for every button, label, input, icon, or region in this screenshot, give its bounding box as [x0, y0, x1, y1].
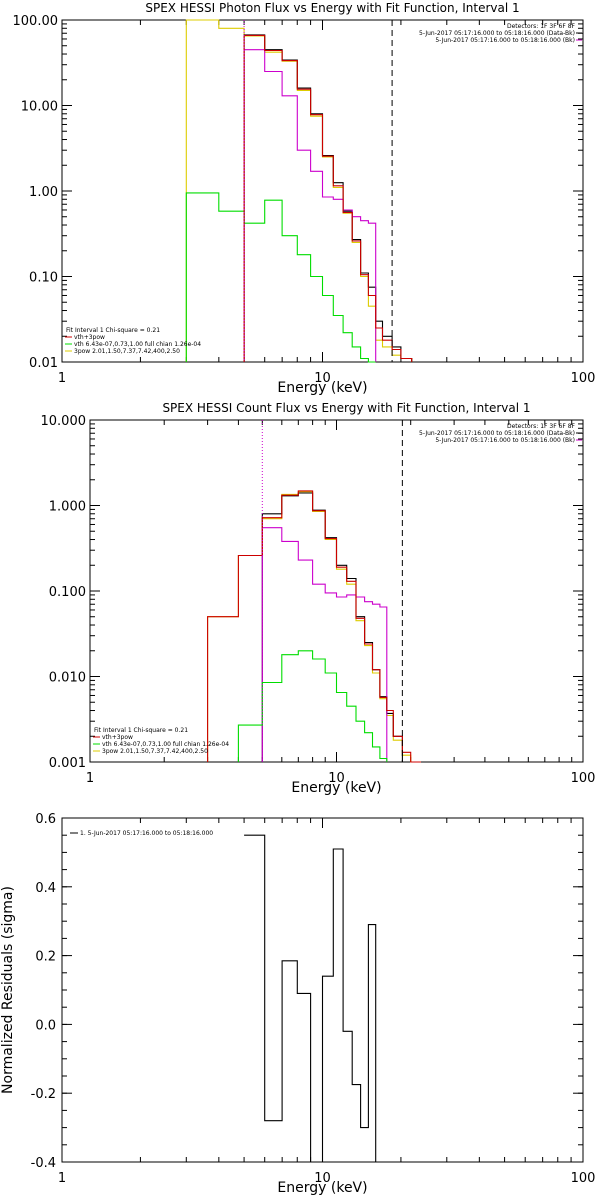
- x-axis-label: Energy (keV): [277, 380, 367, 396]
- y-tick-label: 0.0: [35, 1018, 56, 1033]
- legend-entry: vth 6.43e-07,0.73,1.00 full chian 1.26e-…: [74, 341, 201, 348]
- y-axis-label: Normalized Residuals (sigma): [0, 886, 16, 1094]
- series-line-residuals: [244, 834, 377, 1163]
- series-line-vth: [185, 192, 376, 363]
- x-tick-label: 1: [58, 371, 66, 386]
- x-tick-label: 100: [571, 371, 596, 386]
- legend: 1. 5-Jun-2017 05:17:16.000 to 05:18:16.0…: [70, 830, 213, 837]
- info-text: 5-Jun-2017 05:17:16.000 to 05:18:16.000 …: [435, 37, 575, 44]
- legend-entry: 1. 5-Jun-2017 05:17:16.000 to 05:18:16.0…: [80, 830, 213, 837]
- info-text: 5-Jun-2017 05:17:16.000 to 05:18:16.000 …: [435, 437, 575, 444]
- y-axis: -0.4 -0.2 0.0 0.2 0.4 0.6: [31, 812, 583, 1171]
- y-tick-label: 100.00: [13, 14, 59, 29]
- y-tick-label: 0.2: [35, 950, 56, 965]
- series-line-Bk: [261, 527, 388, 762]
- series-line-vth: [237, 650, 388, 762]
- y-tick-label: 0.001: [49, 756, 86, 771]
- y-tick-label: 1.000: [49, 500, 86, 515]
- series-line-Data-Bk: [243, 34, 413, 362]
- series-line-vth+3pow: [207, 491, 421, 763]
- y-tick-label: -0.4: [31, 1156, 56, 1171]
- legend: Fit Interval 1 Chi-square = 0.21vth+3pow…: [65, 327, 201, 355]
- y-tick-label: 1.00: [29, 185, 58, 200]
- info-text: 5-Jun-2017 05:17:16.000 to 05:18:16.000 …: [419, 430, 575, 437]
- y-tick-label: 0.01: [29, 356, 58, 371]
- y-tick-label: 0.4: [35, 881, 56, 896]
- legend-entry: Fit Interval 1 Chi-square = 0.21: [94, 727, 188, 734]
- x-tick-label: 100: [571, 771, 596, 786]
- x-axis: 1 10 100: [58, 20, 596, 386]
- chart-panel-3: 1 10 100 Energy (keV) -0.4 -0.2 0.0 0.2 0.4 0.6 No…: [0, 812, 595, 1196]
- y-tick-label: 0.010: [49, 671, 86, 686]
- x-tick-label: 10: [328, 771, 345, 786]
- series-line-3pow: [207, 490, 421, 763]
- series-line-Bk: [243, 49, 377, 362]
- chart-title: SPEX HESSI Count Flux vs Energy with Fit…: [162, 401, 530, 415]
- info-block: Detectors: 1F 3F 6F 8F5-Jun-2017 05:17:1…: [419, 423, 582, 444]
- x-tick-label: 10: [314, 371, 331, 386]
- y-tick-label: 10.000: [41, 414, 87, 429]
- y-axis: 0.001 0.010 0.100 1.000 10.000: [41, 414, 583, 771]
- info-block: Detectors: 1F 3F 6F 8F5-Jun-2017 05:17:1…: [419, 23, 582, 44]
- x-axis-label: Energy (keV): [291, 780, 381, 796]
- y-tick-label: 0.6: [35, 812, 56, 827]
- x-tick-label: 1: [86, 771, 94, 786]
- legend-entry: vth+3pow: [102, 734, 133, 741]
- x-tick-label: 100: [571, 1171, 596, 1186]
- y-tick-label: 0.100: [49, 585, 86, 600]
- legend-entry: 3pow 2.01,1.50,7.37,7.42,400,2.50: [102, 748, 208, 755]
- legend-entry: Fit Interval 1 Chi-square = 0.21: [66, 327, 160, 334]
- info-text: 5-Jun-2017 05:17:16.000 to 05:18:16.000 …: [419, 30, 575, 37]
- chart-panel-2: SPEX HESSI Count Flux vs Energy with Fit…: [41, 401, 596, 796]
- y-axis: 0.01 0.10 1.00 10.00 100.00: [13, 14, 583, 371]
- x-axis-label: Energy (keV): [277, 1180, 367, 1196]
- x-tick-label: 1: [58, 1171, 66, 1186]
- chart-title: SPEX HESSI Photon Flux vs Energy with Fi…: [145, 1, 519, 15]
- legend: Fit Interval 1 Chi-square = 0.21vth+3pow…: [93, 727, 229, 755]
- legend-entry: 3pow 2.01,1.50,7.37,7.42,400,2.50: [74, 348, 180, 355]
- series-line-vth+3pow: [185, 19, 413, 362]
- x-axis: 1 10 100: [58, 818, 596, 1186]
- series-line-3pow: [243, 34, 413, 362]
- y-tick-label: -0.2: [31, 1087, 56, 1102]
- plot-frame: [89, 419, 584, 763]
- legend-entry: vth 6.43e-07,0.73,1.00 full chian 1.26e-…: [102, 741, 229, 748]
- info-text: Detectors: 1F 3F 6F 8F: [507, 423, 576, 430]
- legend-entry: vth+3pow: [74, 334, 105, 341]
- x-tick-label: 10: [314, 1171, 331, 1186]
- y-tick-label: 10.00: [21, 100, 58, 115]
- chart-panel-1: SPEX HESSI Photon Flux vs Energy with Fi…: [13, 1, 596, 396]
- info-text: Detectors: 1F 3F 6F 8F: [507, 23, 576, 30]
- series-line-Data-Bk: [261, 492, 403, 762]
- y-tick-label: 0.10: [29, 271, 58, 286]
